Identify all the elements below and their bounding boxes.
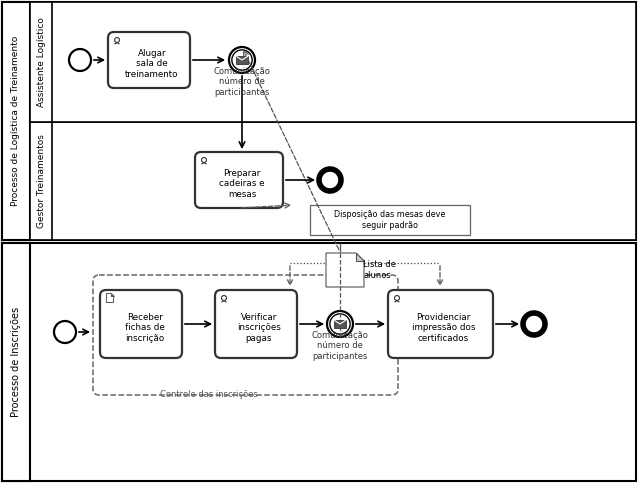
- FancyBboxPatch shape: [2, 243, 636, 481]
- Polygon shape: [326, 253, 364, 287]
- Text: Receber
fichas de
inscrição: Receber fichas de inscrição: [125, 313, 165, 343]
- Circle shape: [54, 321, 76, 343]
- Circle shape: [69, 49, 91, 71]
- FancyBboxPatch shape: [334, 320, 346, 328]
- FancyBboxPatch shape: [2, 2, 30, 240]
- Text: Disposição das mesas deve
seguir padrão: Disposição das mesas deve seguir padrão: [334, 211, 445, 230]
- FancyBboxPatch shape: [236, 56, 248, 64]
- FancyBboxPatch shape: [215, 290, 297, 358]
- Text: Alugar
sala de
treinamento: Alugar sala de treinamento: [125, 49, 179, 79]
- Text: Processo de Inscrições: Processo de Inscrições: [11, 307, 21, 417]
- FancyBboxPatch shape: [2, 2, 636, 240]
- FancyBboxPatch shape: [195, 152, 283, 208]
- Text: Providenciar
impressão dos
certificados: Providenciar impressão dos certificados: [412, 313, 475, 343]
- Circle shape: [330, 314, 350, 334]
- FancyBboxPatch shape: [30, 122, 636, 240]
- Text: Preparar
cadeiras e
mesas: Preparar cadeiras e mesas: [219, 169, 265, 199]
- Text: Comunicação
número de
participantes: Comunicação número de participantes: [312, 331, 369, 361]
- Text: Processo de Logística de Treinamento: Processo de Logística de Treinamento: [12, 36, 20, 206]
- FancyBboxPatch shape: [100, 290, 182, 358]
- Text: Lista de
alunos: Lista de alunos: [363, 260, 396, 280]
- Text: Verificar
inscrições
pagas: Verificar inscrições pagas: [237, 313, 281, 343]
- Text: Gestor Treinamentos: Gestor Treinamentos: [36, 134, 45, 228]
- Text: Assistente Logístico: Assistente Logístico: [36, 17, 45, 107]
- FancyBboxPatch shape: [2, 243, 30, 481]
- FancyBboxPatch shape: [30, 122, 52, 240]
- FancyBboxPatch shape: [310, 205, 470, 235]
- Circle shape: [319, 169, 341, 191]
- Text: Controle das inscrições: Controle das inscrições: [160, 390, 258, 399]
- FancyBboxPatch shape: [108, 32, 190, 88]
- Polygon shape: [111, 293, 114, 296]
- FancyBboxPatch shape: [30, 2, 636, 122]
- Polygon shape: [107, 293, 114, 302]
- FancyBboxPatch shape: [388, 290, 493, 358]
- FancyBboxPatch shape: [30, 2, 52, 122]
- Circle shape: [229, 47, 255, 73]
- Text: Comunicação
número de
participantes: Comunicação número de participantes: [213, 67, 270, 97]
- Circle shape: [327, 311, 353, 337]
- Circle shape: [523, 313, 545, 335]
- Polygon shape: [356, 253, 364, 261]
- Circle shape: [232, 50, 252, 70]
